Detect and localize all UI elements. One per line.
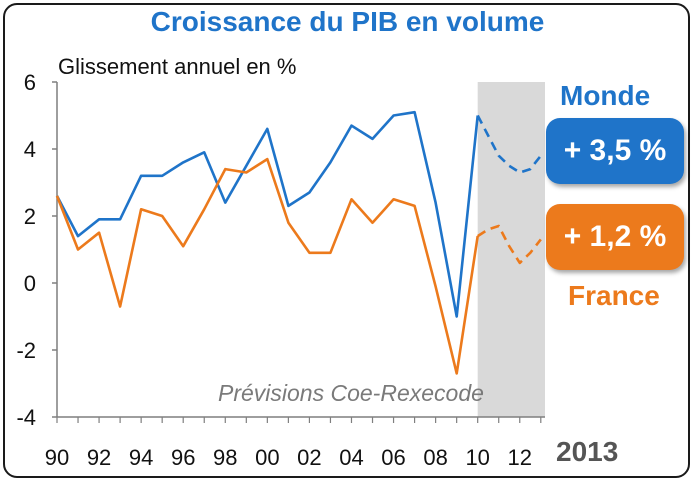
x-tick-label: 04 — [339, 445, 363, 470]
y-tick-label: 2 — [24, 204, 36, 229]
x-tick-label: 12 — [508, 445, 532, 470]
x-tick-label: 06 — [381, 445, 405, 470]
chart-title: Croissance du PIB en volume — [150, 6, 545, 37]
france-series-line — [55, 157, 479, 375]
y-tick-label: -2 — [16, 338, 36, 363]
monde-forecast-badge: + 3,5 % — [546, 118, 684, 184]
chart-lines — [55, 110, 542, 375]
y-tick-label: 0 — [24, 271, 36, 296]
y-tick-label: 4 — [24, 137, 36, 162]
y-axis-label: Glissement annuel en % — [58, 54, 297, 79]
france-forecast-value: + 1,2 % — [563, 220, 667, 253]
y-tick-label: -4 — [16, 405, 36, 430]
monde-forecast-value: + 3,5 % — [563, 134, 667, 167]
france-forecast-badge: + 1,2 % — [546, 204, 684, 270]
forecast-year-label: 2013 — [556, 436, 619, 467]
x-tick-label: 96 — [171, 445, 195, 470]
x-tick-label: 90 — [45, 445, 69, 470]
x-tick-label: 08 — [423, 445, 447, 470]
x-tick-label: 94 — [129, 445, 153, 470]
france-forecast-line — [477, 224, 542, 265]
monde-series-line — [55, 110, 479, 318]
x-tick-label: 10 — [465, 445, 489, 470]
x-tick-label: 92 — [87, 445, 111, 470]
legend-france-label: France — [568, 280, 660, 311]
y-tick-label: 6 — [24, 70, 36, 95]
legend-monde-label: Monde — [560, 80, 651, 111]
x-tick-label: 00 — [255, 445, 279, 470]
x-tick-label: 02 — [297, 445, 321, 470]
forecast-note: Prévisions Coe-Rexecode — [218, 380, 484, 406]
x-tick-label: 98 — [213, 445, 237, 470]
